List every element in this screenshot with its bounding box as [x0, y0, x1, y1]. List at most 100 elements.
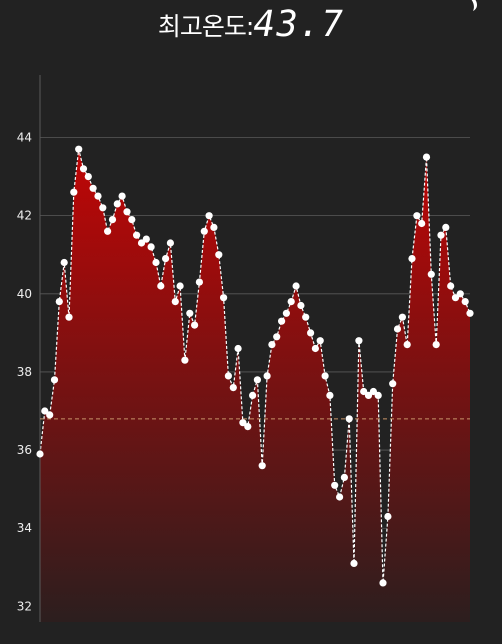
data-point [205, 212, 213, 220]
data-point [60, 258, 68, 267]
data-point [292, 282, 300, 290]
data-point [84, 173, 92, 181]
data-point [258, 462, 266, 470]
data-point [432, 341, 440, 349]
data-point [200, 227, 208, 235]
data-point [195, 278, 203, 286]
data-point [147, 243, 155, 251]
data-point [393, 325, 402, 333]
data-point [46, 411, 54, 419]
data-point [55, 298, 63, 306]
data-point [364, 391, 373, 399]
data-point [360, 387, 368, 396]
crescent-icon[interactable] [464, 0, 480, 12]
data-point [249, 391, 257, 399]
data-point [186, 309, 194, 317]
data-point [408, 255, 416, 263]
data-point [389, 380, 397, 388]
data-point [374, 391, 382, 399]
data-point [41, 407, 49, 415]
data-point [142, 235, 150, 243]
y-tick-label: 38 [17, 365, 32, 379]
data-point [79, 165, 88, 173]
chart-title: 최고온도:43.7 [0, 4, 502, 48]
data-point [50, 376, 59, 384]
data-point [398, 313, 406, 321]
y-tick-label: 36 [17, 443, 32, 457]
data-point [263, 372, 271, 380]
data-point [75, 145, 83, 153]
data-point [350, 559, 358, 568]
data-point [113, 200, 121, 208]
data-point [321, 372, 329, 380]
data-point [118, 192, 126, 200]
data-point [181, 356, 189, 364]
data-point [229, 384, 237, 392]
data-point [302, 313, 310, 321]
data-point [268, 341, 276, 349]
data-point [166, 239, 174, 247]
data-point [210, 223, 218, 231]
data-point [273, 333, 281, 341]
data-point [442, 223, 450, 231]
data-point [65, 313, 73, 321]
data-point [94, 192, 102, 200]
data-point [89, 184, 97, 192]
data-point [369, 387, 377, 396]
data-point [451, 294, 460, 302]
data-points [36, 145, 474, 587]
data-point [418, 219, 426, 228]
data-point [384, 512, 392, 521]
data-point [220, 294, 228, 302]
data-point [215, 251, 223, 259]
data-point [282, 309, 290, 317]
data-point [152, 258, 160, 267]
data-point [340, 473, 348, 481]
data-point [403, 341, 411, 349]
data-point [171, 298, 179, 306]
title-label: 최고온도: [157, 11, 254, 41]
data-point [108, 216, 117, 224]
data-point [461, 298, 469, 306]
temperature-area [40, 149, 470, 622]
data-point [123, 208, 131, 216]
data-point [224, 372, 232, 380]
data-point [456, 290, 464, 298]
y-tick-label: 42 [17, 209, 32, 223]
data-point [311, 344, 319, 353]
data-point [99, 204, 107, 212]
data-point [297, 301, 305, 310]
data-point [137, 239, 146, 247]
data-point [239, 419, 247, 427]
data-point [287, 298, 295, 306]
y-tick-label: 40 [17, 287, 32, 301]
data-point [422, 153, 431, 161]
data-point [104, 227, 112, 235]
data-point [316, 337, 324, 345]
data-point [234, 344, 242, 353]
y-tick-label: 32 [17, 599, 32, 613]
data-point [331, 481, 339, 489]
data-point [307, 329, 315, 337]
data-point [157, 282, 165, 290]
data-point [336, 493, 344, 501]
data-point [191, 321, 199, 329]
data-point [447, 282, 455, 290]
y-tick-label: 44 [17, 131, 32, 145]
data-point [244, 423, 252, 431]
data-point [345, 415, 353, 423]
data-point [355, 337, 363, 345]
data-point [36, 450, 44, 458]
data-point [253, 376, 261, 384]
data-point [466, 309, 474, 317]
data-point [326, 391, 334, 399]
data-point [427, 270, 435, 278]
data-point [133, 231, 141, 239]
data-point [70, 188, 78, 196]
data-point [278, 317, 286, 325]
data-point [437, 231, 445, 239]
y-tick-label: 34 [17, 521, 32, 535]
data-point [128, 216, 136, 224]
y-axis-ticks: 32 34 36 38 40 42 44 [17, 131, 32, 614]
